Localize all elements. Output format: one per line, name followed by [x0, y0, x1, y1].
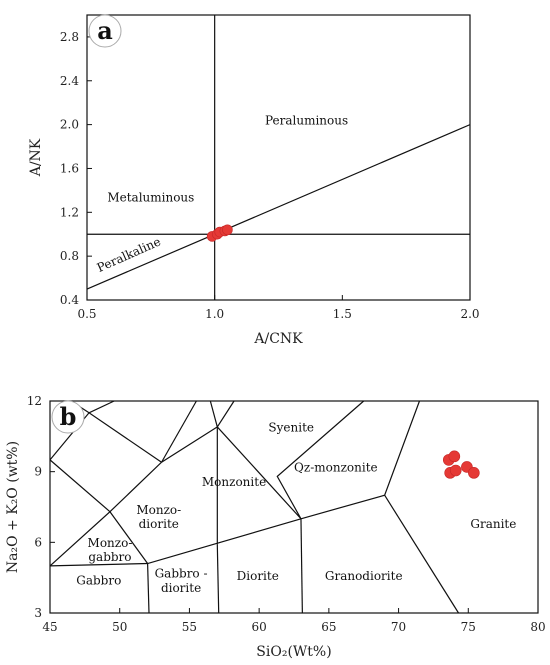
plot-frame	[86, 14, 471, 301]
x-tick: 0.5	[77, 295, 97, 321]
x-tick: 60	[252, 608, 267, 634]
y-tick-label: 1.6	[60, 161, 79, 175]
y-tick: 12	[27, 394, 55, 408]
data-point	[449, 464, 462, 477]
field-boundary	[88, 400, 115, 414]
x-tick-label: 75	[461, 620, 476, 634]
y-tick-label: 2.0	[60, 118, 79, 132]
field-label: Peraluminous	[265, 114, 348, 128]
x-tick-label: 1.5	[333, 307, 352, 321]
x-tick-label: 65	[321, 620, 336, 634]
x-tick-label: 70	[391, 620, 406, 634]
panel-b: 45 50 55 60 65 70 75 80 3 6 9 12 Syenite Qz-monzonite…	[5, 394, 546, 660]
field-label: Monzonite	[202, 475, 266, 489]
y-tick: 1.6	[60, 161, 92, 175]
panel-letter: b	[60, 402, 77, 431]
y-tick-label: 1.2	[60, 205, 79, 219]
x-tick-label: 0.5	[77, 307, 96, 321]
y-tick: 1.2	[60, 205, 92, 219]
x-tick: 2.0	[460, 295, 480, 321]
field-boundary	[161, 400, 197, 463]
field-label: Monzo-	[136, 503, 181, 517]
y-tick: 0.4	[60, 293, 92, 307]
y-tick: 6	[34, 535, 55, 549]
x-axis-label: A/CNK	[253, 331, 303, 347]
field-label: Peralkaline	[95, 234, 163, 275]
field-boundary	[86, 124, 471, 290]
field-boundary	[216, 400, 235, 428]
x-tick: 55	[182, 608, 197, 634]
plot-frame	[49, 400, 539, 614]
x-tick-label: 80	[530, 620, 545, 634]
y-tick: 0.8	[60, 249, 92, 263]
x-tick-label: 1.0	[205, 307, 224, 321]
x-tick: 1.5	[333, 295, 352, 321]
x-tick-label: 45	[42, 620, 57, 634]
x-tick-label: 2.0	[460, 307, 479, 321]
y-tick: 9	[34, 465, 55, 479]
x-tick: 65	[321, 608, 336, 634]
x-tick-label: 50	[112, 620, 127, 634]
panel-badge	[51, 400, 85, 434]
x-tick: 80	[530, 608, 546, 634]
x-tick: 45	[42, 608, 58, 634]
y-tick-label: 12	[27, 394, 42, 408]
field-label: gabbro	[88, 550, 131, 564]
field-label: diorite	[139, 517, 179, 531]
y-tick-label: 2.8	[60, 30, 79, 44]
y-tick-label: 6	[34, 535, 42, 549]
field-boundary	[384, 494, 460, 614]
field-boundary	[300, 518, 303, 614]
y-tick-label: 2.4	[60, 74, 79, 88]
y-tick-label: 0.8	[60, 249, 79, 263]
field-label: Gabbro -	[155, 567, 208, 581]
x-axis-label: SiO₂(Wt%)	[256, 644, 331, 660]
field-label: Metaluminous	[107, 190, 194, 204]
field-boundary	[216, 544, 220, 614]
panel-letter: a	[97, 16, 113, 45]
field-boundary	[209, 400, 218, 428]
y-axis-label: A/NK	[28, 138, 44, 177]
field-label: Qz-monzonite	[294, 461, 378, 475]
panel-a: 0.5 1.0 1.5 2.0 0.4 0.8 1.2 1.6 2.0 2.4 2.8 Metalum…	[28, 14, 480, 347]
field-label: Gabbro	[76, 574, 121, 588]
field-label: Diorite	[237, 569, 279, 583]
x-tick: 75	[461, 608, 476, 634]
field-label: Syenite	[268, 421, 314, 435]
panel-badge	[88, 14, 122, 48]
y-tick-label: 0.4	[60, 293, 79, 307]
data-point	[222, 224, 233, 236]
x-tick: 50	[112, 608, 127, 634]
x-tick-label: 55	[182, 620, 197, 634]
data-point	[448, 450, 461, 463]
y-axis-label: Na₂O + K₂O (wt%)	[5, 441, 21, 573]
field-label: diorite	[161, 581, 201, 595]
y-tick-label: 3	[34, 606, 42, 620]
x-tick-label: 60	[252, 620, 267, 634]
y-tick: 3	[34, 606, 55, 620]
y-tick: 2.0	[60, 118, 92, 132]
field-label: Monzo-	[88, 536, 133, 550]
y-tick: 2.4	[60, 74, 92, 88]
data-point	[468, 467, 480, 479]
y-tick-label: 9	[34, 465, 42, 479]
field-boundary	[109, 400, 365, 520]
field-boundary	[109, 511, 149, 564]
x-tick: 70	[391, 608, 406, 634]
field-label: Granite	[470, 517, 516, 531]
field-label: Granodiorite	[325, 569, 403, 583]
field-boundary	[147, 563, 150, 614]
